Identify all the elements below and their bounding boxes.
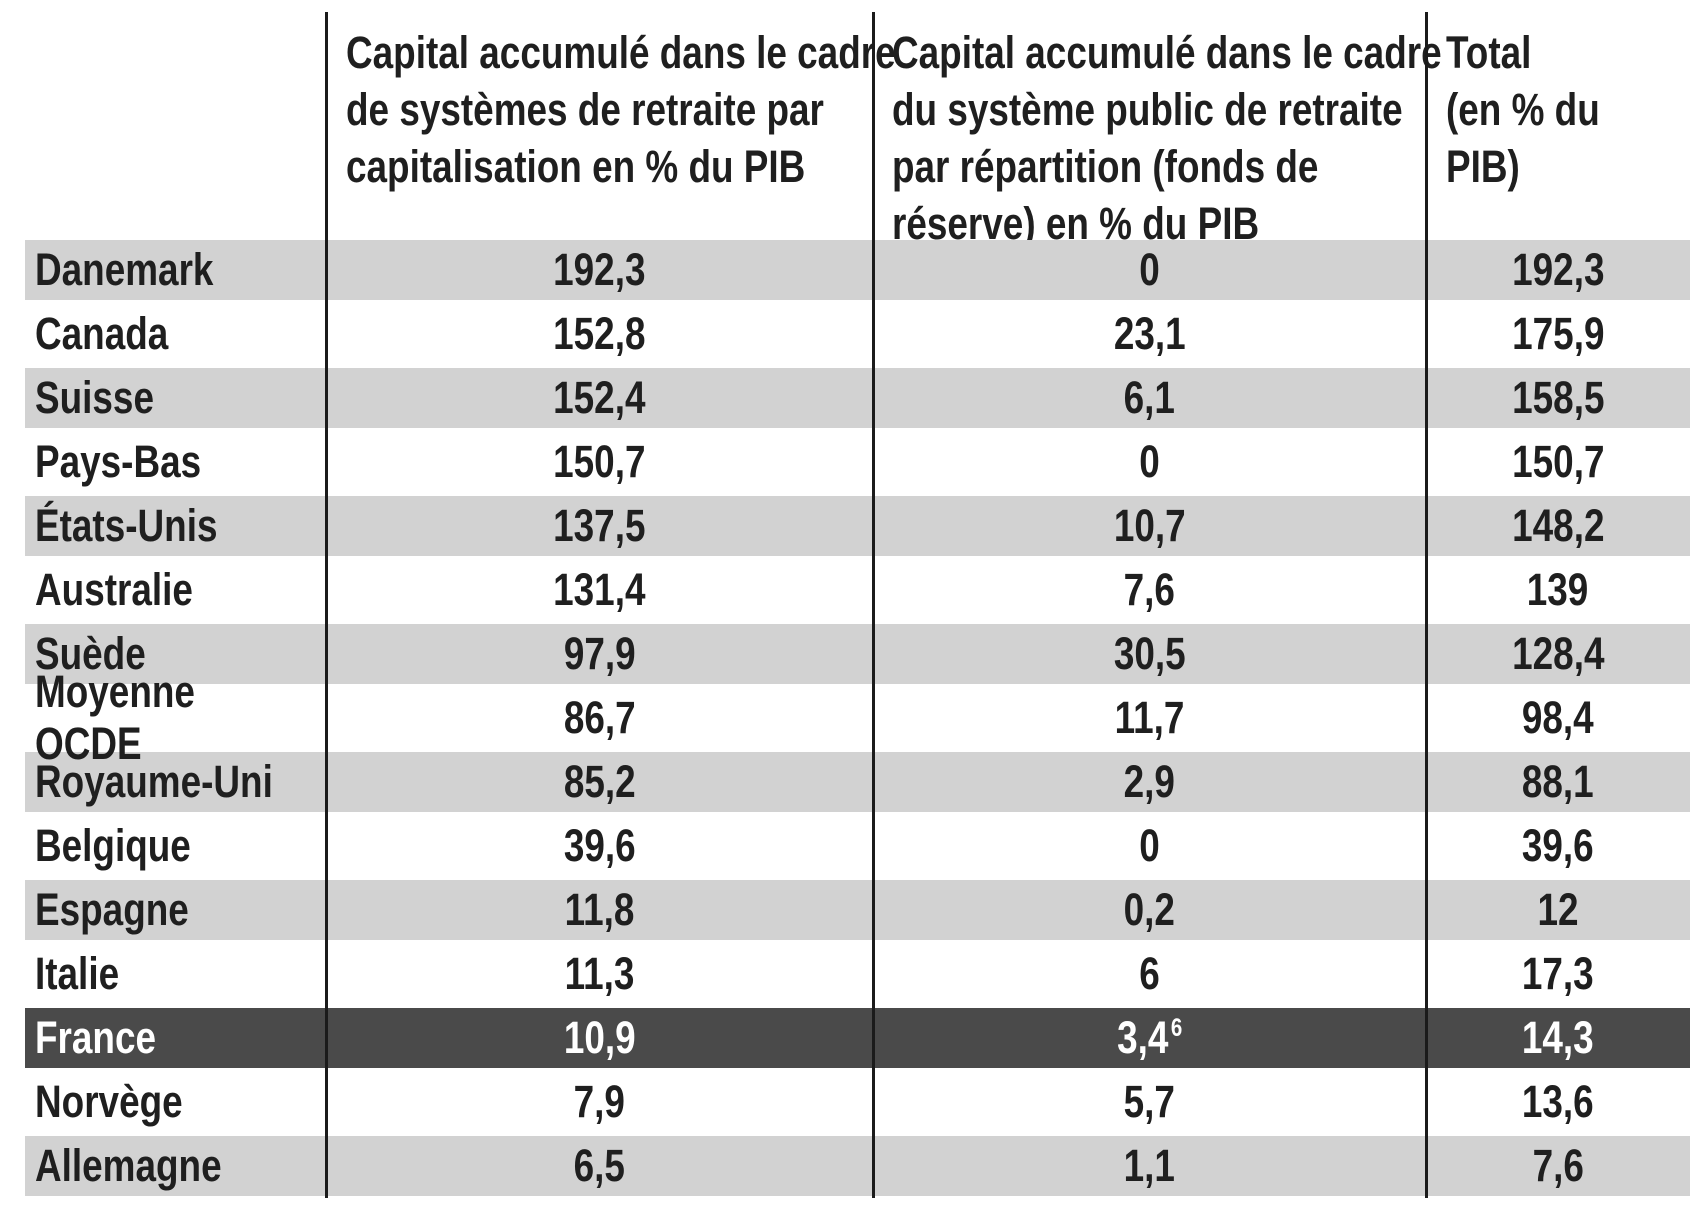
country-label: Norvège — [35, 1076, 183, 1127]
header-public-reserve: Capital accumulé dans le cadre du systèm… — [892, 27, 1442, 249]
funded-capital-value: 152,4 — [553, 372, 646, 423]
table-row-etats-unis: États-Unis 137,5 10,7 148,2 — [25, 496, 1690, 556]
table-row-norvege: Norvège 7,9 5,7 13,6 — [25, 1072, 1690, 1132]
total-value: 158,5 — [1511, 372, 1605, 423]
public-reserve-value: 3,46 — [1116, 1012, 1183, 1063]
country-label: Italie — [35, 948, 120, 999]
public-reserve-value: 6 — [1139, 948, 1160, 999]
table-row-allemagne: Allemagne 6,5 1,1 7,6 — [25, 1136, 1690, 1196]
country-label: Royaume-Uni — [35, 756, 273, 807]
public-reserve-value: 1,1 — [1123, 1140, 1176, 1191]
column-divider-line — [1425, 12, 1428, 1198]
public-reserve-value: 0,2 — [1123, 884, 1176, 935]
total-value: 7,6 — [1532, 1140, 1584, 1191]
table-row-italie: Italie 11,3 6 17,3 — [25, 944, 1690, 1004]
funded-capital-value: 7,9 — [573, 1076, 626, 1127]
public-reserve-value: 2,9 — [1123, 756, 1176, 807]
table-row-espagne: Espagne 11,8 0,2 12 — [25, 880, 1690, 940]
public-reserve-value: 0 — [1139, 820, 1160, 871]
total-value: 128,4 — [1511, 628, 1605, 679]
funded-capital-value: 150,7 — [553, 436, 646, 487]
country-label: Pays-Bas — [35, 436, 202, 487]
country-label: Canada — [35, 308, 169, 359]
country-label: Australie — [35, 564, 193, 615]
table-row-royaume-uni: Royaume-Uni 85,2 2,9 88,1 — [25, 752, 1690, 812]
total-value: 13,6 — [1522, 1076, 1594, 1127]
funded-capital-value: 137,5 — [553, 500, 646, 551]
footnote-marker: 6 — [1170, 1014, 1183, 1042]
header-total: Total (en % du PIB) — [1446, 27, 1600, 192]
table-row-pays-bas: Pays-Bas 150,7 0 150,7 — [25, 432, 1690, 492]
country-label: Danemark — [35, 244, 214, 295]
public-reserve-value: 7,6 — [1123, 564, 1176, 615]
table-row-suede: Suède 97,9 30,5 128,4 — [25, 624, 1690, 684]
public-reserve-value: 11,7 — [1114, 692, 1185, 743]
total-value: 150,7 — [1511, 436, 1605, 487]
total-value: 17,3 — [1522, 948, 1594, 999]
total-value: 139 — [1527, 564, 1589, 615]
funded-capital-value: 192,3 — [553, 244, 646, 295]
country-label: Espagne — [35, 884, 189, 935]
funded-capital-value: 10,9 — [563, 1012, 636, 1063]
column-divider-line — [325, 12, 328, 1198]
total-value: 175,9 — [1511, 308, 1605, 359]
table-body: Danemark 192,3 0 192,3 Canada 152,8 23,1… — [25, 240, 1690, 1200]
funded-capital-value: 11,3 — [564, 948, 635, 999]
total-value: 14,3 — [1522, 1012, 1594, 1063]
table-row-australie: Australie 131,4 7,6 139 — [25, 560, 1690, 620]
country-label: Allemagne — [35, 1140, 222, 1191]
public-reserve-value: 23,1 — [1113, 308, 1186, 359]
header-funded-capital: Capital accumulé dans le cadre de systèm… — [346, 27, 896, 192]
funded-capital-value: 6,5 — [573, 1140, 626, 1191]
funded-capital-value: 86,7 — [563, 692, 636, 743]
table-row-danemark: Danemark 192,3 0 192,3 — [25, 240, 1690, 300]
public-reserve-value: 6,1 — [1123, 372, 1176, 423]
total-value: 88,1 — [1522, 756, 1594, 807]
table-row-canada: Canada 152,8 23,1 175,9 — [25, 304, 1690, 364]
public-reserve-value: 30,5 — [1113, 628, 1186, 679]
funded-capital-value: 11,8 — [564, 884, 635, 935]
funded-capital-value: 131,4 — [553, 564, 646, 615]
funded-capital-value: 152,8 — [553, 308, 646, 359]
funded-capital-value: 39,6 — [563, 820, 636, 871]
total-value: 39,6 — [1522, 820, 1594, 871]
table-row-suisse: Suisse 152,4 6,1 158,5 — [25, 368, 1690, 428]
country-label: Suisse — [35, 372, 154, 423]
total-value: 192,3 — [1511, 244, 1605, 295]
total-value: 98,4 — [1522, 692, 1594, 743]
total-value: 148,2 — [1511, 500, 1605, 551]
public-reserve-value: 10,7 — [1113, 500, 1186, 551]
total-value: 12 — [1537, 884, 1579, 935]
country-label: France — [35, 1012, 157, 1063]
public-reserve-value: 5,7 — [1123, 1076, 1176, 1127]
funded-capital-value: 85,2 — [563, 756, 636, 807]
public-reserve-value: 0 — [1139, 436, 1160, 487]
table-row-moyenne-ocde: Moyenne OCDE 86,7 11,7 98,4 — [25, 666, 1690, 769]
column-divider-line — [872, 12, 875, 1198]
table-row-france-highlighted: France 10,9 3,46 14,3 — [25, 1008, 1690, 1068]
table-row-belgique: Belgique 39,6 0 39,6 — [25, 816, 1690, 876]
country-label: Moyenne OCDE — [35, 666, 195, 769]
country-label: États-Unis — [35, 500, 218, 551]
country-label: Belgique — [35, 820, 191, 871]
country-label: Suède — [35, 628, 146, 679]
public-reserve-value: 0 — [1139, 244, 1160, 295]
funded-capital-value: 97,9 — [563, 628, 636, 679]
